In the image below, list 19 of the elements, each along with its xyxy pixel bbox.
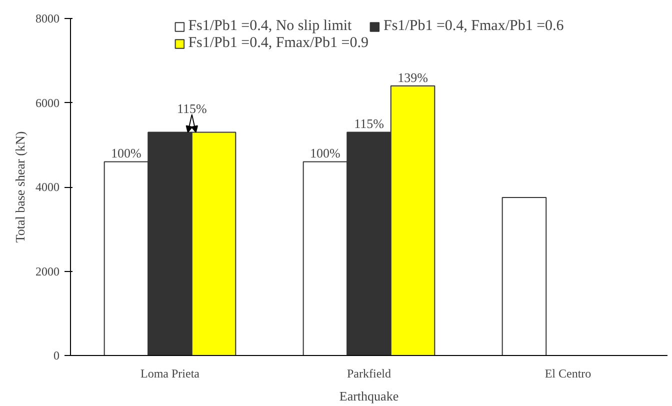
legend-label: Fs1/Pb1 =0.4, No slip limit: [188, 18, 352, 35]
y-tick-label: 2000: [36, 264, 60, 278]
y-tick-label: 6000: [36, 96, 60, 110]
annotation: 139%: [398, 70, 428, 85]
y-tick-label: 4000: [36, 180, 60, 194]
x-tick-label: Loma Prieta: [140, 366, 200, 380]
annotation: 100%: [111, 146, 142, 161]
x-axis-title: Earthquake: [339, 388, 399, 404]
y-tick-label: 0: [54, 348, 60, 362]
legend-label: Fs1/Pb1 =0.4, Fmax/Pb1 =0.9: [188, 35, 368, 52]
bar: [502, 197, 547, 356]
y-axis-title: Total base shear (kN): [12, 131, 28, 243]
annotation: 115%: [176, 101, 207, 116]
annotation: 115%: [354, 116, 384, 132]
annotation: 100%: [310, 146, 341, 161]
y-tick-label: 8000: [36, 12, 60, 26]
legend-label: Fs1/Pb1 =0.4, Fmax/Pb1 =0.6: [384, 18, 564, 35]
x-tick-label: Parkfield: [347, 366, 392, 380]
x-tick-label: El Centro: [544, 366, 592, 380]
